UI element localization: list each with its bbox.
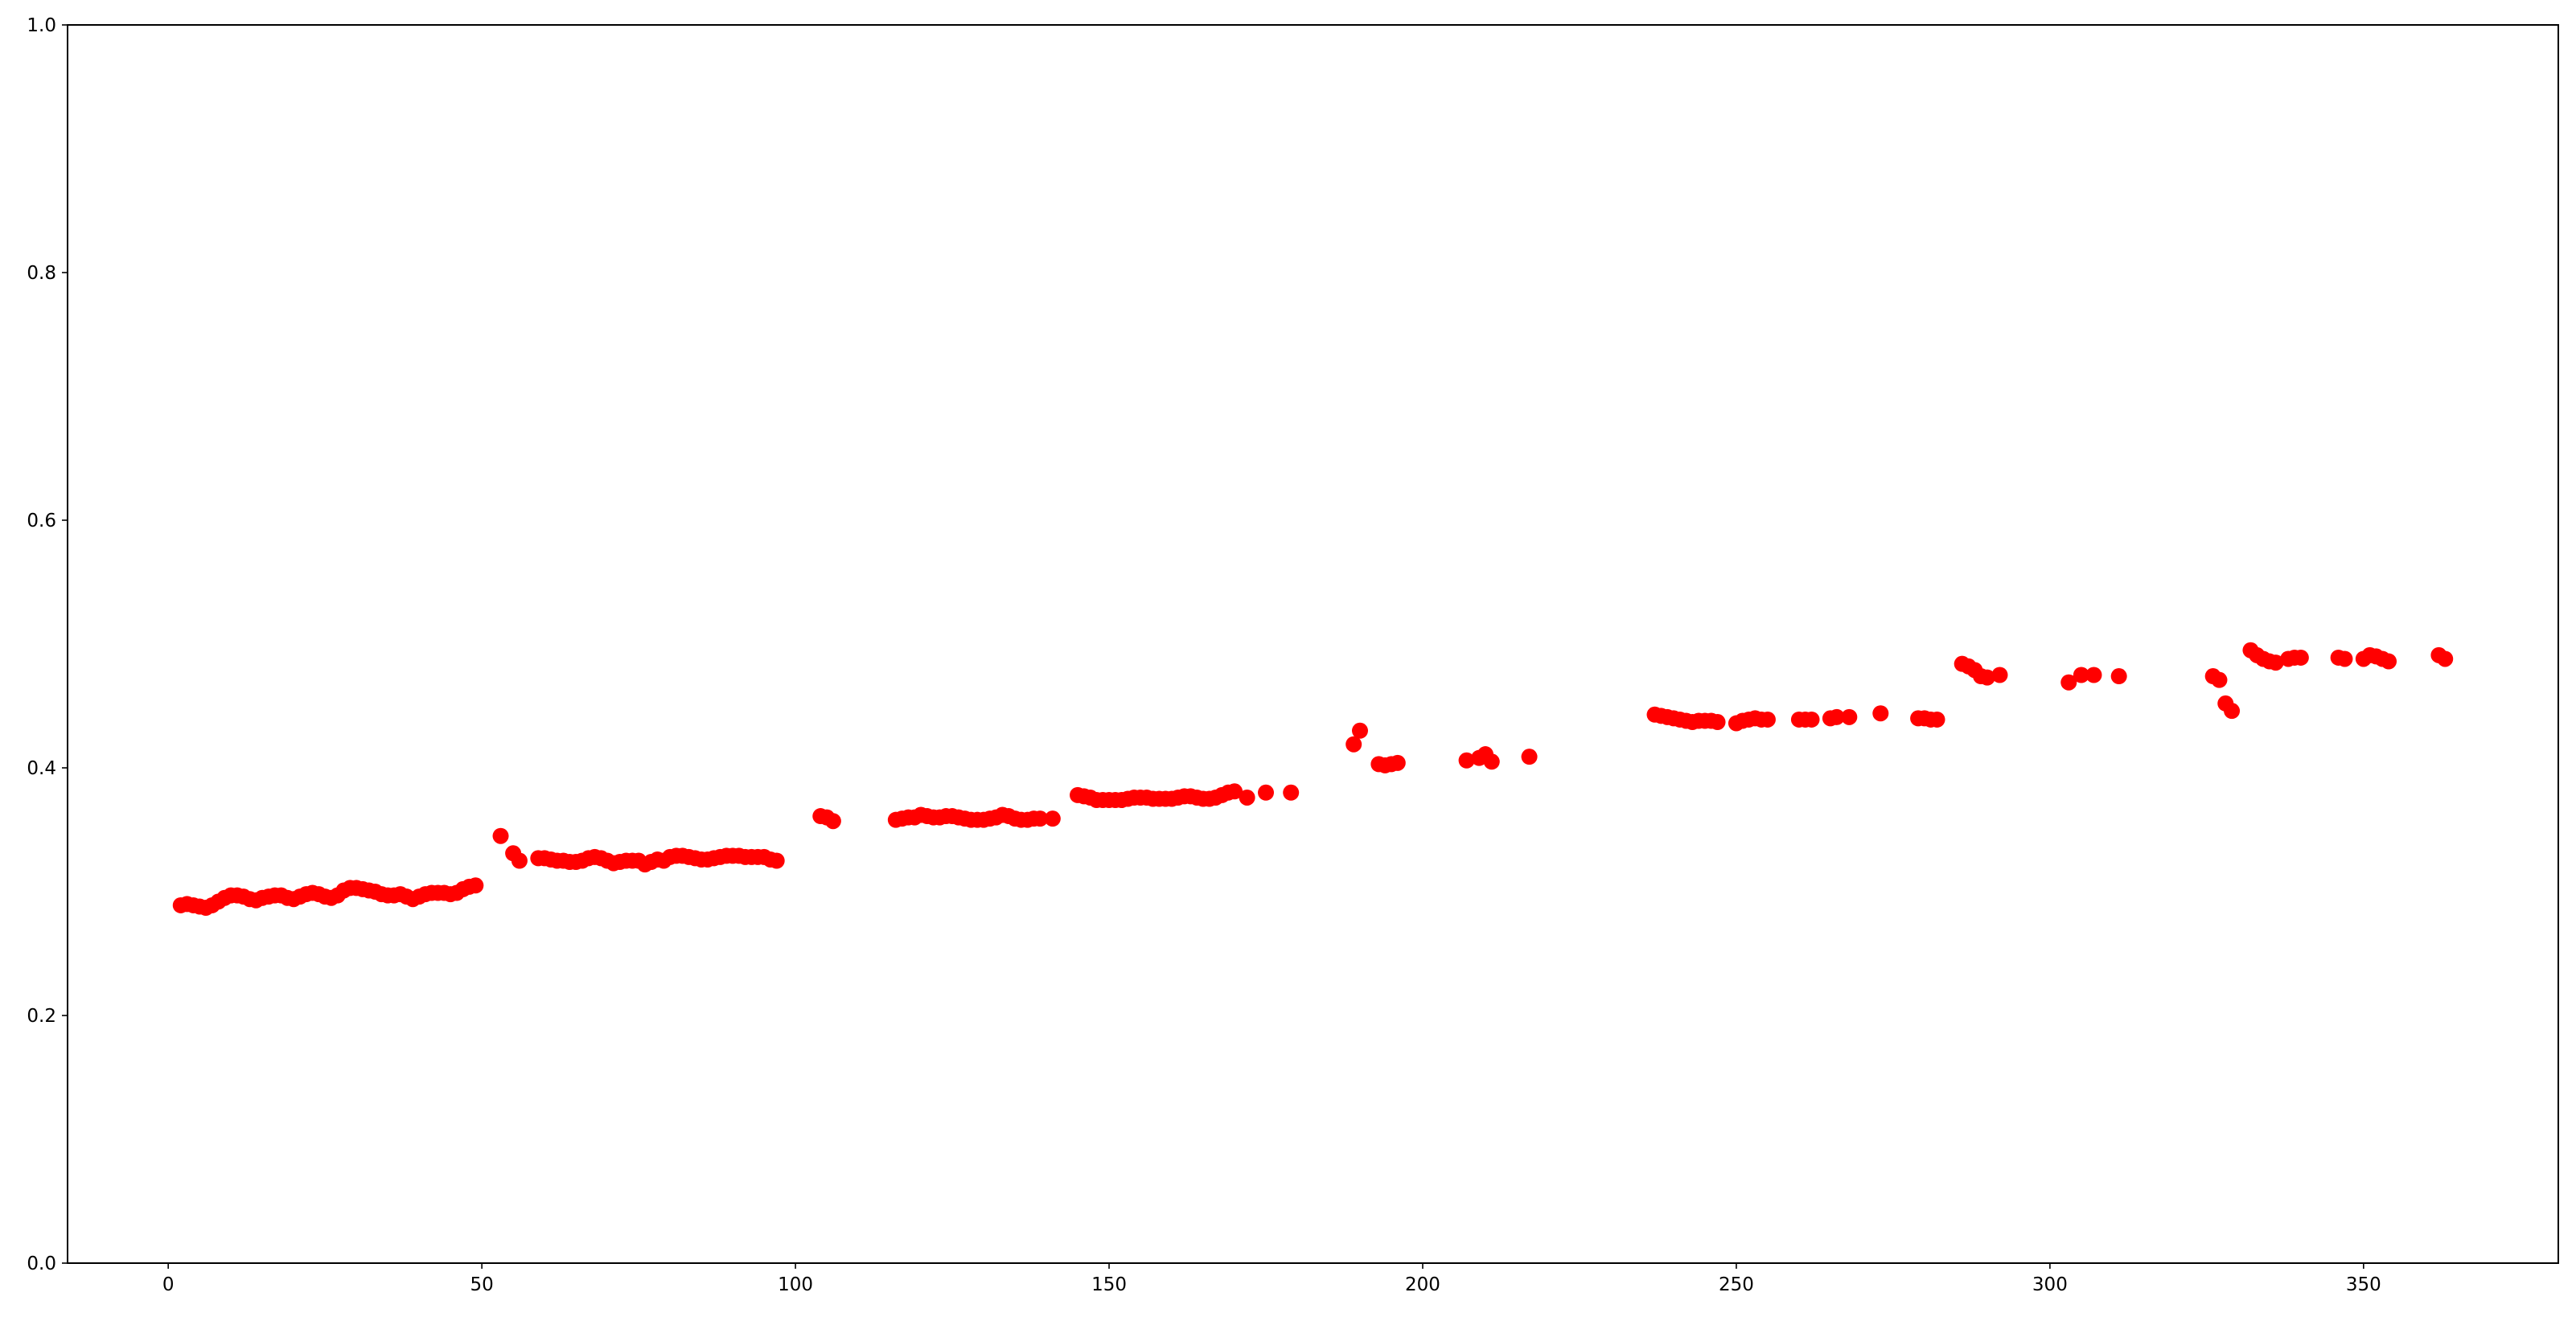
data-point <box>768 852 785 869</box>
data-point <box>1351 722 1368 739</box>
data-point <box>1483 753 1500 770</box>
data-point <box>1978 669 1995 686</box>
data-point <box>2437 650 2454 667</box>
y-tick-label: 0.6 <box>27 511 56 531</box>
data-point <box>1803 711 1820 728</box>
data-point <box>2292 649 2309 666</box>
data-points <box>172 642 2454 917</box>
x-tick-label: 0 <box>162 1274 175 1295</box>
data-point <box>2267 654 2284 671</box>
data-point <box>1759 711 1776 728</box>
y-tick-label: 0.0 <box>27 1253 56 1274</box>
axes-frame <box>67 24 2559 1264</box>
data-point <box>1226 783 1243 800</box>
data-point <box>1283 784 1300 801</box>
data-point <box>824 813 841 830</box>
data-point <box>1872 705 1889 722</box>
data-point <box>492 827 509 844</box>
data-point <box>511 852 528 869</box>
data-point <box>1929 711 1945 728</box>
data-point <box>2060 674 2077 691</box>
x-axis: 0 50 100 150 200 250 300 350 <box>162 1263 2381 1295</box>
data-point <box>1389 754 1406 771</box>
x-tick-label: 300 <box>2032 1274 2068 1295</box>
data-point <box>2381 653 2397 670</box>
data-point <box>2073 667 2089 683</box>
data-point <box>1991 667 2008 683</box>
x-tick-label: 350 <box>2346 1274 2381 1295</box>
y-tick-label: 0.4 <box>27 758 56 779</box>
y-tick-label: 1.0 <box>27 15 56 36</box>
y-axis: 0.0 0.2 0.4 0.6 0.8 1.0 <box>27 15 68 1274</box>
data-point <box>1828 708 1845 725</box>
data-point <box>1521 749 1538 765</box>
y-tick-label: 0.2 <box>27 1006 56 1027</box>
data-point <box>467 877 484 894</box>
data-point <box>2085 667 2102 683</box>
x-tick-label: 100 <box>778 1274 813 1295</box>
data-point <box>1841 708 1858 725</box>
data-point <box>2211 671 2228 688</box>
data-point <box>1239 789 1255 806</box>
x-tick-label: 200 <box>1405 1274 1440 1295</box>
data-point <box>1258 784 1275 801</box>
data-point <box>1032 810 1049 827</box>
x-tick-label: 250 <box>1719 1274 1754 1295</box>
x-tick-label: 150 <box>1091 1274 1127 1295</box>
data-point <box>1044 810 1061 827</box>
data-point <box>1709 714 1726 731</box>
data-point <box>2110 668 2127 685</box>
data-point <box>1346 736 1362 753</box>
x-tick-label: 50 <box>470 1274 493 1295</box>
data-point <box>2224 703 2241 720</box>
data-point <box>1458 752 1475 769</box>
y-tick-label: 0.8 <box>27 263 56 284</box>
data-point <box>2336 650 2353 667</box>
